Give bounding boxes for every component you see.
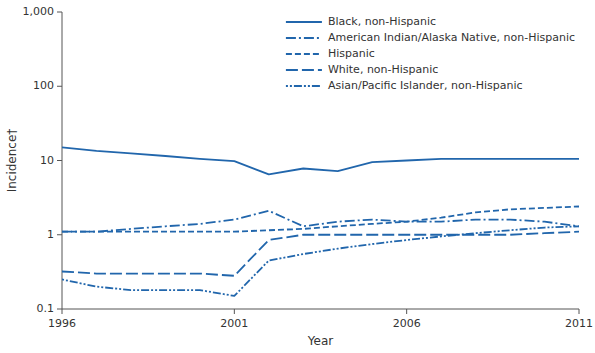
y-tick-label: 100 <box>33 79 54 92</box>
legend-swatch <box>286 21 322 23</box>
chart: 0.1 1 10 100 1,000 1996 2001 2006 2011 Year Incide… <box>0 0 595 353</box>
legend-label: Asian/Pacific Islander, non-Hispanic <box>328 79 523 92</box>
y-axis-label: Incidence† <box>5 129 19 193</box>
y-tick-label: 10 <box>40 154 54 167</box>
y-tick-label: 0.1 <box>37 302 55 315</box>
x-tick <box>406 309 407 314</box>
x-tick <box>579 309 580 314</box>
x-tick-label: 1996 <box>48 317 76 330</box>
legend-label: Hispanic <box>328 47 375 60</box>
y-tick <box>57 86 62 87</box>
series-line <box>62 226 579 296</box>
series-line <box>62 147 579 174</box>
plot-area <box>62 147 579 296</box>
series-line <box>62 207 579 232</box>
y-tick-label: 1 <box>47 228 54 241</box>
x-tick-label: 2006 <box>393 317 421 330</box>
legend-label: American Indian/Alaska Native, non-Hispa… <box>328 31 575 44</box>
legend-swatch <box>286 53 322 55</box>
legend: Black, non-Hispanic American Indian/Alask… <box>286 15 575 92</box>
legend-swatch <box>286 69 322 71</box>
x-tick-label: 2011 <box>565 317 593 330</box>
x-tick <box>62 309 63 314</box>
series-line <box>62 211 579 232</box>
y-tick <box>57 160 62 161</box>
y-tick <box>57 12 62 13</box>
x-tick <box>234 309 235 314</box>
legend-label: Black, non-Hispanic <box>328 15 436 28</box>
x-tick-label: 2001 <box>220 317 248 330</box>
legend-swatch <box>286 37 322 39</box>
y-tick <box>57 309 62 310</box>
y-tick-label: 1,000 <box>23 5 55 18</box>
x-axis-label: Year <box>307 334 333 348</box>
y-tick <box>57 234 62 235</box>
series-line <box>62 232 579 276</box>
x-axis-line <box>62 309 579 310</box>
legend-swatch <box>286 85 322 87</box>
legend-label: White, non-Hispanic <box>328 63 438 76</box>
